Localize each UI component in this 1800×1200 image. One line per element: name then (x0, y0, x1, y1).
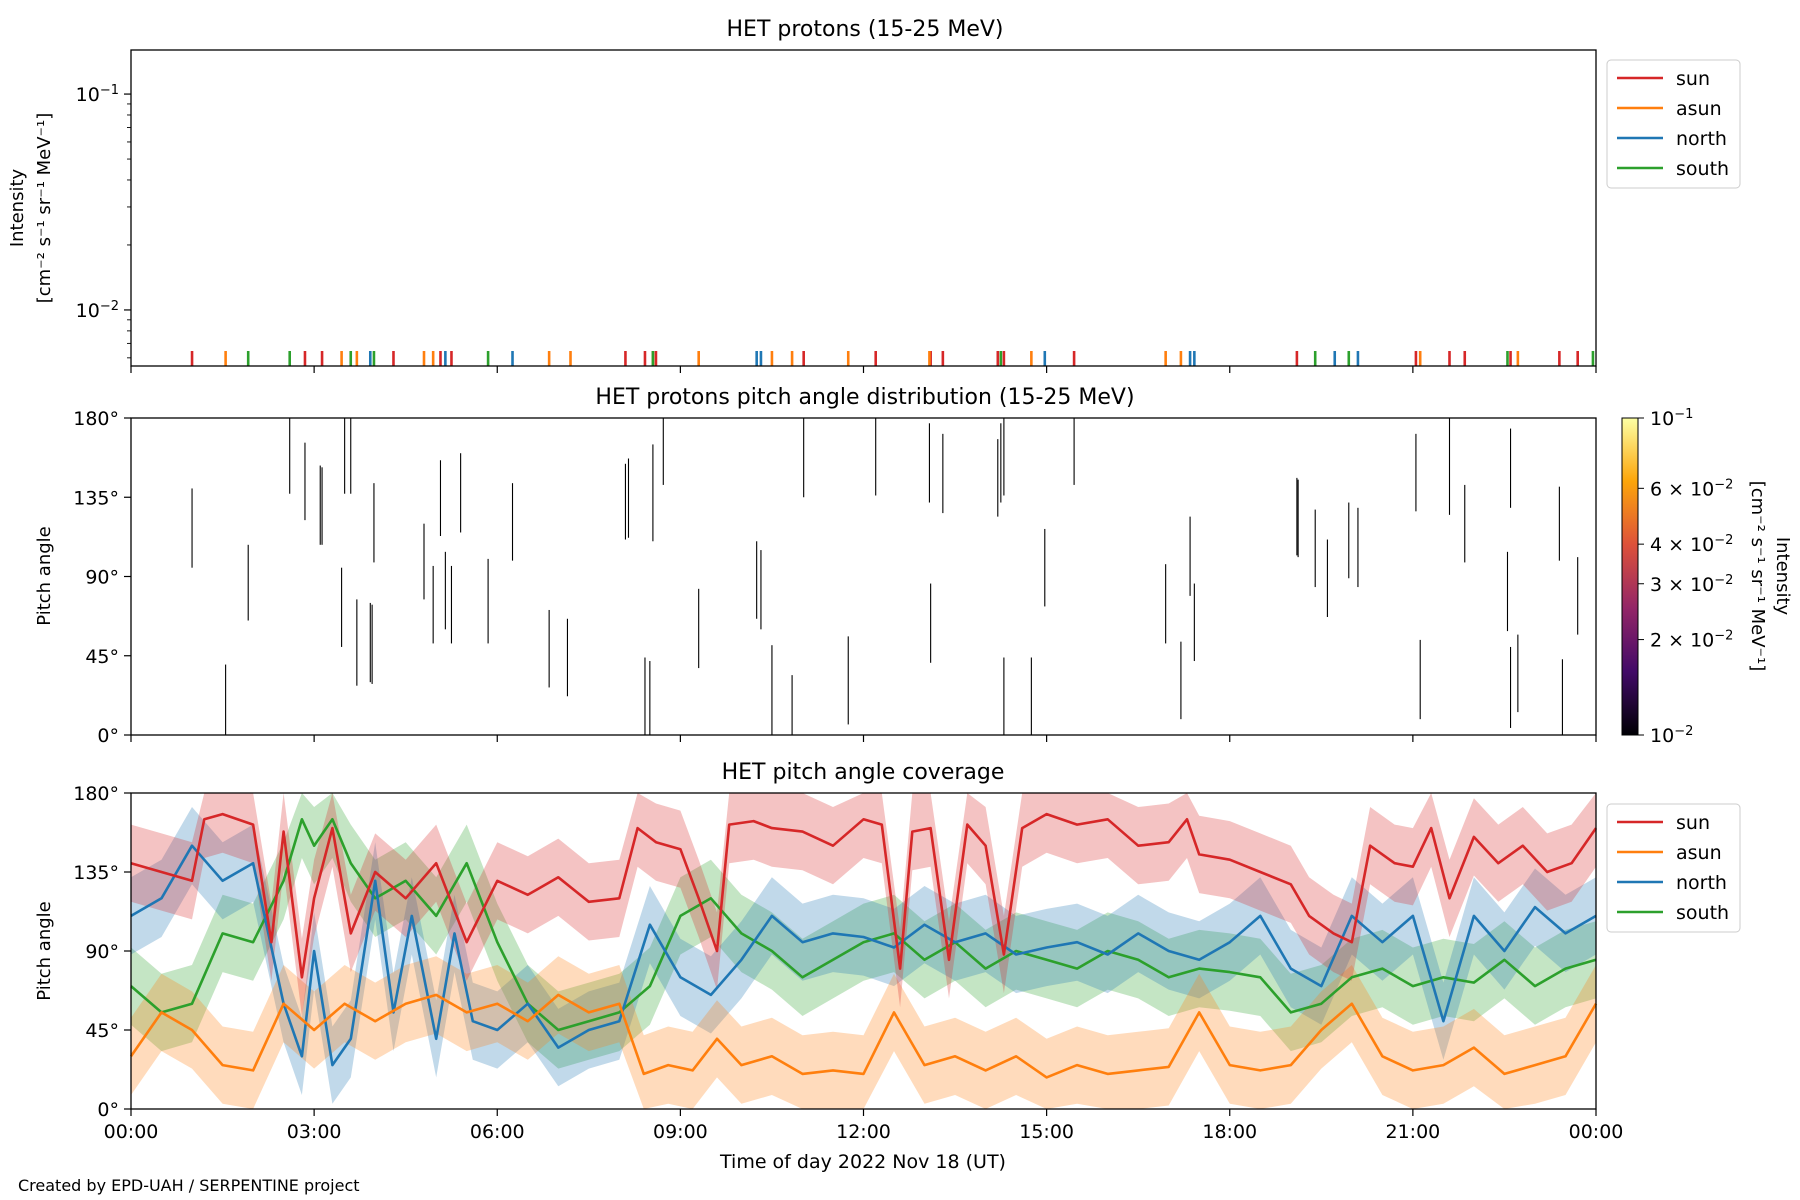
colorbar-tick-exponent: −2 (1714, 477, 1733, 492)
colorbar-tick-exponent: −2 (1674, 724, 1693, 739)
colorbar-gradient (1621, 417, 1639, 736)
colorbar-tick-mantissa: 4 × (1650, 534, 1690, 556)
y-tick-label: 0° (97, 1099, 119, 1121)
colorbar-tick-mantissa: 6 × (1650, 478, 1690, 500)
coverage-line-north (130, 844, 1597, 1067)
pitch-coverage-plot-frame (130, 792, 1597, 1110)
x-tick-label: 15:00 (1019, 1121, 1074, 1143)
colorbar-tick-base: 10 (1690, 478, 1714, 500)
coverage-legend-entries: sun asun north south (1617, 812, 1729, 924)
x-tick-label: 09:00 (653, 1121, 708, 1143)
x-tick-label: 00:00 (1569, 1121, 1624, 1143)
coverage-line-sun (130, 812, 1598, 979)
coverage-band-sun (131, 793, 1596, 1016)
colorbar-tick-base: 10 (1650, 725, 1674, 747)
x-tick-label: 21:00 (1385, 1121, 1440, 1143)
y-tick-label: 0° (97, 725, 119, 747)
coverage-band-asun (131, 956, 1596, 1109)
legend-label-north: north (1676, 872, 1727, 894)
y-tick-label: 180° (73, 783, 119, 805)
intensity-ylabel-line1: Intensity (7, 168, 28, 247)
footer-credit: Created by EPD-UAH / SERPENTINE project (18, 1176, 360, 1195)
colorbar-tick-label: 6 × 10−2 (1650, 477, 1733, 501)
colorbar-tick-exponent: −2 (1714, 628, 1733, 643)
y-tick-label: 90° (85, 567, 119, 589)
colorbar-tick-mantissa: 3 × (1650, 574, 1690, 596)
intensity-plot-frame (130, 49, 1597, 367)
panel-pitch-coverage-title: HET pitch angle coverage (722, 760, 1005, 785)
intensity-x-ticks (130, 366, 1597, 373)
pitch-coverage-x-ticks: 00:00 03:00 06:00 09:00 12:00 15:00 18:00 21:00… (104, 1109, 1624, 1143)
intensity-legend: sun asun north south (1606, 59, 1741, 189)
pitch-coverage-ylabel: Pitch angle (34, 901, 55, 1000)
y-tick-label: 180° (73, 408, 119, 430)
colorbar-tick-label: 4 × 10−2 (1650, 533, 1733, 557)
legend-label-asun: asun (1676, 842, 1722, 864)
colorbar-tick-label: 3 × 10−2 (1650, 572, 1733, 596)
legend-label-north: north (1676, 128, 1727, 150)
x-axis-label: Time of day 2022 Nov 18 (UT) (719, 1151, 1006, 1173)
colorbar-label-line1: Intensity (1772, 537, 1793, 616)
colorbar-tick-label: 10−1 (1650, 407, 1693, 431)
colorbar-tick-mantissa: 2 × (1650, 630, 1690, 652)
x-tick-label: 18:00 (1202, 1121, 1257, 1143)
pitch-distribution-ylabel: Pitch angle (34, 526, 55, 625)
legend-label-sun: sun (1676, 812, 1710, 834)
panel-intensity: HET protons (15-25 MeV) 10−110−2 Intensi… (7, 17, 1741, 373)
colorbar-label-line2: [cm⁻² s⁻¹ sr⁻¹ MeV⁻¹] (1747, 481, 1768, 672)
intensity-y-ticks: 10−110−2 (76, 83, 131, 359)
coverage-legend-frame (1606, 803, 1741, 933)
x-tick-label: 03:00 (287, 1121, 342, 1143)
y-tick-exponent: −1 (100, 83, 119, 98)
colorbar-ticks: 10−16 × 10−24 × 10−23 × 10−22 × 10−210−2 (1638, 407, 1733, 748)
intensity-marks (190, 351, 1595, 366)
x-tick-label: 12:00 (836, 1121, 891, 1143)
colorbar-tick-base: 10 (1690, 630, 1714, 652)
panel-intensity-title: HET protons (15-25 MeV) (727, 17, 1004, 42)
y-tick-label: 135° (73, 487, 119, 509)
y-tick-label: 90° (85, 941, 119, 963)
pitch-distribution-x-ticks (130, 735, 1597, 742)
coverage-legend: sun asun north south (1606, 803, 1741, 933)
y-tick-exponent: −2 (100, 298, 119, 313)
intensity-ylabel-line2: [cm⁻² s⁻¹ sr⁻¹ MeV⁻¹] (34, 113, 55, 304)
legend-label-asun: asun (1676, 98, 1722, 120)
pitch-distribution-plot-frame (130, 417, 1597, 736)
panel-pitch-coverage: HET pitch angle coverage 0° 45° 90° 135° 180… (34, 760, 1741, 1173)
coverage-line-south (130, 817, 1597, 1032)
y-tick-base: 10 (76, 84, 100, 106)
coverage-band-south (131, 793, 1596, 1069)
legend-label-sun: sun (1676, 68, 1710, 90)
colorbar: 10−16 × 10−24 × 10−23 × 10−22 × 10−210−2… (1621, 407, 1793, 748)
x-tick-label: 00:00 (104, 1121, 159, 1143)
colorbar-tick-base: 10 (1650, 408, 1674, 430)
colorbar-tick-base: 10 (1690, 574, 1714, 596)
y-tick-label: 135° (73, 862, 119, 884)
x-tick-label: 06:00 (470, 1121, 525, 1143)
pitch-coverage-y-ticks: 0° 45° 90° 135° 180° (73, 783, 131, 1121)
y-tick-label: 10−2 (76, 298, 119, 322)
y-tick-label: 45° (85, 1020, 119, 1042)
colorbar-tick-label: 2 × 10−2 (1650, 628, 1733, 652)
pitch-distribution-y-ticks: 0° 45° 90° 135° 180° (73, 408, 131, 747)
pitch-coverage-series (129, 793, 1598, 1109)
intensity-legend-entries: sun asun north south (1617, 68, 1729, 180)
y-tick-label: 45° (85, 646, 119, 668)
pitch-distribution-segments (191, 418, 1579, 735)
colorbar-tick-label: 10−2 (1650, 724, 1693, 748)
y-tick-label: 10−1 (76, 83, 119, 107)
legend-label-south: south (1676, 902, 1729, 924)
y-tick-base: 10 (76, 300, 100, 322)
colorbar-tick-exponent: −1 (1674, 407, 1693, 422)
colorbar-tick-exponent: −2 (1714, 572, 1733, 587)
panel-pitch-distribution-title: HET protons pitch angle distribution (15… (595, 385, 1134, 410)
coverage-line-asun (129, 993, 1598, 1079)
intensity-legend-frame (1606, 59, 1741, 189)
legend-label-south: south (1676, 158, 1729, 180)
colorbar-tick-base: 10 (1690, 534, 1714, 556)
colorbar-tick-exponent: −2 (1714, 533, 1733, 548)
panel-pitch-distribution: HET protons pitch angle distribution (15… (34, 385, 1793, 747)
